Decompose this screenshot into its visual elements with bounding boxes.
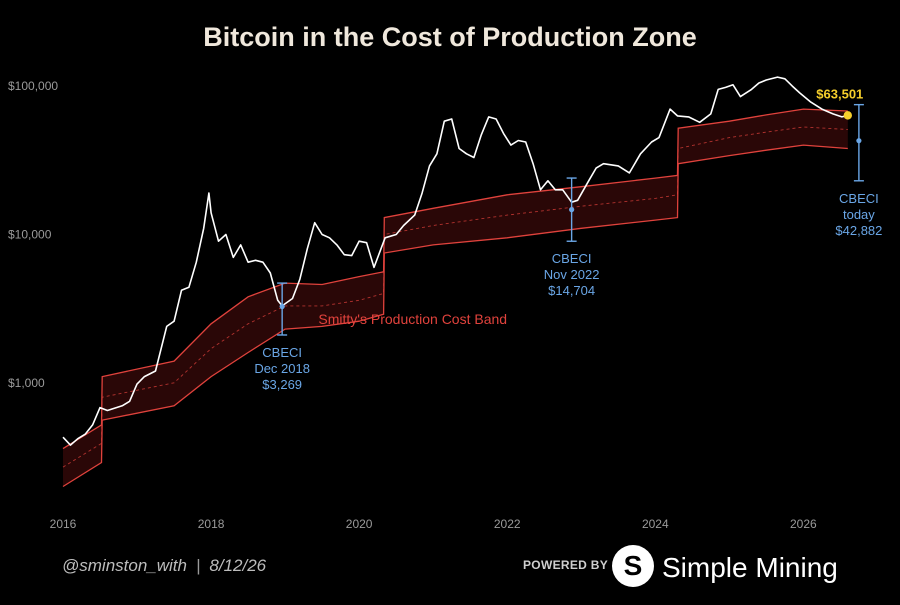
cbeci-label-1-2: $14,704 — [548, 283, 595, 298]
powered-by-label: POWERED BY — [523, 558, 609, 572]
cbeci-label-0-0: CBECI — [262, 345, 302, 360]
y-tick-label-1: $10,000 — [8, 227, 52, 241]
current-price-label: $63,501 — [816, 86, 863, 101]
y-tick-label-2: $100,000 — [8, 79, 58, 93]
footer-date: 8/12/26 — [209, 556, 267, 575]
cbeci-label-2-0: CBECI — [839, 191, 879, 206]
cbeci-label-2-1: today — [843, 207, 875, 222]
x-tick-label-2: 2020 — [346, 517, 373, 531]
band-mid-line — [62, 126, 848, 468]
axes: $1,000 $10,000 $100,000 2016 2018 2020 2022 202… — [8, 79, 817, 531]
cbeci-point-2 — [856, 138, 862, 144]
cbeci-point-0 — [279, 303, 285, 310]
cbeci-point-1 — [569, 207, 575, 213]
y-tick-label-0: $1,000 — [8, 376, 45, 390]
cbeci-label-0-2: $3,269 — [262, 377, 302, 392]
band-upper-line — [62, 108, 848, 450]
price-line — [62, 76, 848, 446]
x-tick-label-0: 2016 — [50, 517, 77, 531]
cbeci-label-2-2: $42,882 — [835, 223, 882, 238]
cost-band: Smitty's Production Cost Band — [62, 108, 848, 488]
author-handle: @sminston_with — [62, 556, 187, 575]
price-series — [62, 76, 848, 446]
x-tick-label-4: 2024 — [642, 517, 669, 531]
simple-mining-logo-icon: S — [612, 545, 654, 587]
footer-separator: | — [195, 556, 201, 575]
x-tick-label-3: 2022 — [494, 517, 521, 531]
band-fill — [63, 109, 848, 487]
cbeci-label-1-1: Nov 2022 — [544, 267, 600, 282]
x-tick-label-5: 2026 — [790, 517, 817, 531]
chart-title: Bitcoin in the Cost of Production Zone — [203, 22, 696, 52]
band-label: Smitty's Production Cost Band — [318, 311, 507, 327]
cbeci-label-1-0: CBECI — [552, 251, 592, 266]
footer-credit: @sminston_with | 8/12/26 — [62, 556, 266, 576]
logo-letter: S — [623, 550, 643, 581]
x-tick-label-1: 2018 — [198, 517, 225, 531]
brand-name: Simple Mining — [662, 552, 838, 583]
current-price-dot — [843, 111, 852, 120]
cbeci-label-0-1: Dec 2018 — [254, 361, 310, 376]
band-lower-line — [62, 144, 848, 488]
